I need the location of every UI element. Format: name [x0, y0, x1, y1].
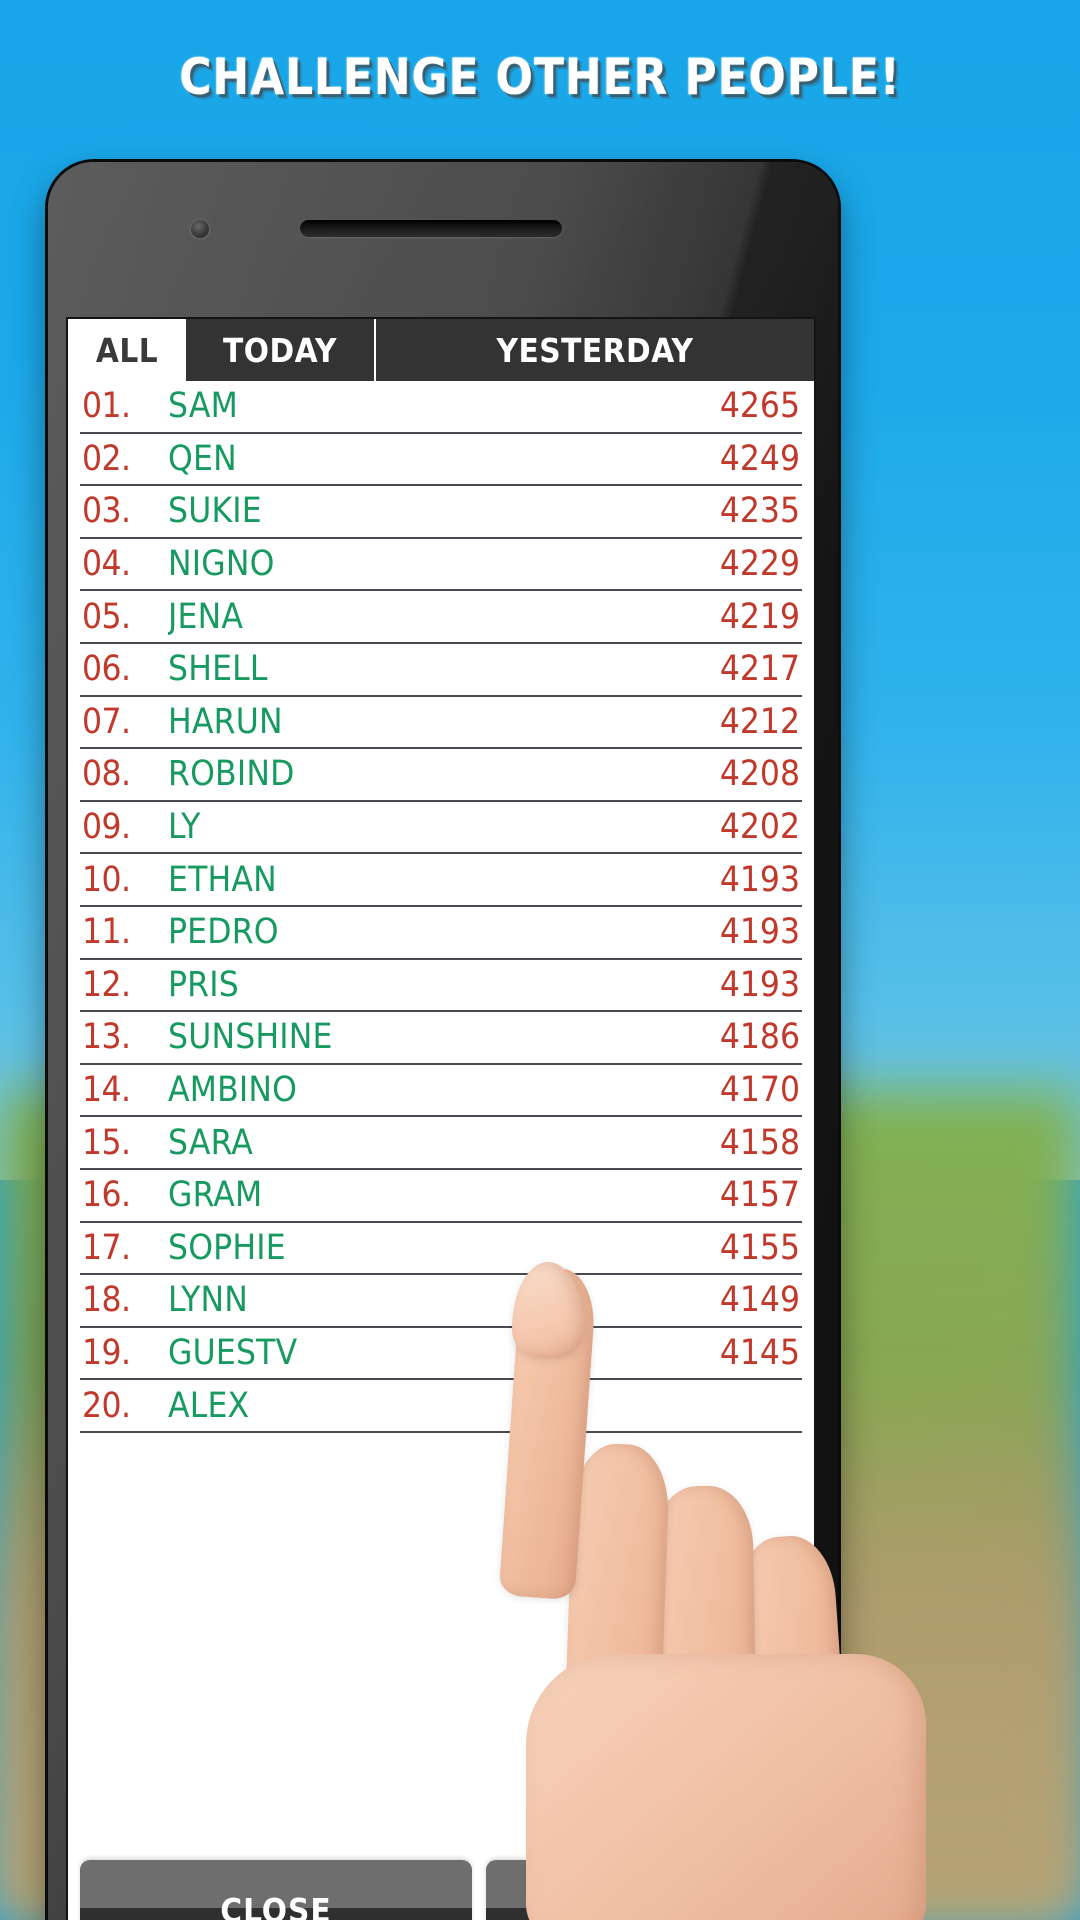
row-rank: 07.	[82, 701, 131, 742]
table-row[interactable]: 16. GRAM 4157	[80, 1170, 802, 1223]
table-row[interactable]: 02. QEN 4249	[80, 434, 802, 487]
row-rank: 17.	[82, 1227, 131, 1268]
row-score: 4193	[719, 964, 800, 1005]
app-screen: ALL TODAY YESTERDAY 01. SAM 4265 02. QEN…	[66, 317, 816, 1920]
table-row[interactable]: 19. GUESTV 4145	[80, 1328, 802, 1381]
row-rank: 01.	[82, 386, 131, 427]
row-rank: 08.	[82, 754, 131, 795]
row-rank: 15.	[82, 1122, 131, 1163]
tab-all[interactable]: ALL	[68, 319, 186, 381]
row-player-name: ALEX	[168, 1385, 250, 1426]
row-score: 4186	[719, 1017, 800, 1058]
table-row[interactable]: 15. SARA 4158	[80, 1117, 802, 1170]
earpiece-speaker-icon	[300, 220, 562, 237]
row-score: 4149	[719, 1280, 800, 1321]
row-player-name: SUKIE	[168, 491, 262, 532]
row-player-name: SHELL	[168, 649, 268, 690]
close-button[interactable]: CLOSE	[80, 1860, 472, 1920]
row-rank: 09.	[82, 807, 131, 848]
table-row[interactable]: 20. ALEX	[80, 1380, 802, 1433]
row-score: 4193	[719, 912, 800, 953]
row-rank: 14.	[82, 1070, 131, 1111]
table-row[interactable]: 08. ROBIND 4208	[80, 749, 802, 802]
row-player-name: SUNSHINE	[168, 1017, 333, 1058]
table-row[interactable]: 13. SUNSHINE 4186	[80, 1012, 802, 1065]
table-row[interactable]: 04. NIGNO 4229	[80, 539, 802, 592]
row-rank: 03.	[82, 491, 131, 532]
row-player-name: AMBINO	[168, 1070, 298, 1111]
row-player-name: SAM	[168, 386, 238, 427]
button-bar: CLOSE M	[68, 1860, 814, 1920]
row-score: 4158	[719, 1122, 800, 1163]
tab-today[interactable]: TODAY	[186, 319, 376, 381]
row-score: 4219	[719, 596, 800, 637]
row-score: 4193	[719, 859, 800, 900]
row-player-name: PEDRO	[168, 912, 279, 953]
table-row[interactable]: 14. AMBINO 4170	[80, 1065, 802, 1118]
row-rank: 18.	[82, 1280, 131, 1321]
row-player-name: LYNN	[168, 1280, 249, 1321]
row-player-name: SARA	[168, 1122, 253, 1163]
row-player-name: LY	[168, 807, 201, 848]
row-player-name: JENA	[168, 596, 244, 637]
table-row[interactable]: 12. PRIS 4193	[80, 960, 802, 1013]
row-rank: 04.	[82, 544, 131, 585]
front-camera-icon	[191, 220, 209, 238]
row-rank: 16.	[82, 1175, 131, 1216]
table-row[interactable]: 06. SHELL 4217	[80, 644, 802, 697]
row-player-name: ROBIND	[168, 754, 295, 795]
leaderboard-list: 01. SAM 4265 02. QEN 4249 03. SUKIE 4235…	[68, 381, 814, 1433]
row-rank: 05.	[82, 596, 131, 637]
row-rank: 11.	[82, 912, 131, 953]
tab-bar: ALL TODAY YESTERDAY	[68, 319, 814, 381]
row-score: 4217	[719, 649, 800, 690]
row-score: 4208	[719, 754, 800, 795]
row-rank: 13.	[82, 1017, 131, 1058]
table-row[interactable]: 03. SUKIE 4235	[80, 486, 802, 539]
row-score: 4265	[719, 386, 800, 427]
table-row[interactable]: 11. PEDRO 4193	[80, 907, 802, 960]
table-row[interactable]: 05. JENA 4219	[80, 591, 802, 644]
row-player-name: PRIS	[168, 964, 239, 1005]
row-player-name: GRAM	[168, 1175, 263, 1216]
row-player-name: HARUN	[168, 701, 283, 742]
row-player-name: ETHAN	[168, 859, 277, 900]
row-score: 4202	[719, 807, 800, 848]
row-player-name: NIGNO	[168, 544, 275, 585]
table-row[interactable]: 07. HARUN 4212	[80, 697, 802, 750]
more-button[interactable]: M	[486, 1860, 802, 1920]
row-score: 4235	[719, 491, 800, 532]
row-score: 4249	[719, 438, 800, 479]
row-player-name: GUESTV	[168, 1332, 298, 1373]
row-rank: 10.	[82, 859, 131, 900]
row-rank: 12.	[82, 964, 131, 1005]
row-rank: 02.	[82, 438, 131, 479]
row-player-name: SOPHIE	[168, 1227, 286, 1268]
row-score: 4212	[719, 701, 800, 742]
table-row[interactable]: 09. LY 4202	[80, 802, 802, 855]
row-rank: 06.	[82, 649, 131, 690]
row-score: 4155	[719, 1227, 800, 1268]
row-score: 4170	[719, 1070, 800, 1111]
table-row[interactable]: 17. SOPHIE 4155	[80, 1223, 802, 1276]
row-score: 4157	[719, 1175, 800, 1216]
row-rank: 20.	[82, 1385, 131, 1426]
row-score: 4145	[719, 1332, 800, 1373]
row-rank: 19.	[82, 1332, 131, 1373]
table-row[interactable]: 10. ETHAN 4193	[80, 854, 802, 907]
page-title: CHALLENGE OTHER PEOPLE!	[179, 48, 901, 106]
phone-mockup: ALL TODAY YESTERDAY 01. SAM 4265 02. QEN…	[48, 162, 838, 1920]
table-row[interactable]: 01. SAM 4265	[80, 381, 802, 434]
row-score: 4229	[719, 544, 800, 585]
row-player-name: QEN	[168, 438, 237, 479]
table-row[interactable]: 18. LYNN 4149	[80, 1275, 802, 1328]
tab-yesterday[interactable]: YESTERDAY	[376, 319, 814, 381]
